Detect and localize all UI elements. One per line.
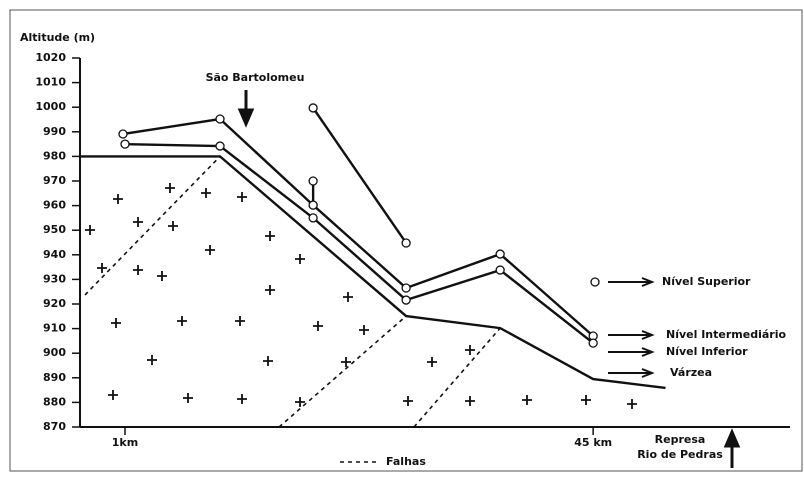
- point: [215, 141, 225, 151]
- rock-symbol: [295, 254, 305, 264]
- annotation: Represa: [655, 433, 706, 446]
- rock-symbol: [403, 396, 413, 406]
- arrow-up: [723, 428, 741, 468]
- y-axis-title: Altitude (m): [20, 31, 95, 44]
- point: [495, 249, 505, 259]
- rock-symbol: [465, 396, 475, 406]
- legend-swatch: [590, 277, 600, 287]
- rock-symbol: [427, 357, 437, 367]
- legend-label: Nível Inferior: [666, 345, 748, 358]
- series-line: [84, 155, 501, 428]
- rock-symbol: [201, 188, 211, 198]
- rock-symbol: [627, 399, 637, 409]
- series-line: [122, 117, 594, 337]
- rock-symbol: [177, 316, 187, 326]
- legend-label: Falhas: [386, 455, 426, 468]
- rock-symbol: [235, 316, 245, 326]
- legend-arrow: [608, 368, 655, 378]
- rock-symbol: [157, 271, 167, 281]
- rock-symbol: [343, 292, 353, 302]
- rock-symbol: [265, 231, 275, 241]
- rock-symbol: [108, 390, 118, 400]
- y-tick-label: 880: [43, 395, 66, 408]
- arrow-down: [237, 90, 255, 128]
- y-tick-label: 1010: [35, 76, 66, 89]
- y-tick-label: 1020: [35, 51, 66, 64]
- rock-symbol: [133, 217, 143, 227]
- y-tick-label: 970: [43, 174, 66, 187]
- annotation: São Bartolomeu: [206, 71, 305, 84]
- rock-symbol: [359, 325, 369, 335]
- rock-symbol: [85, 225, 95, 235]
- legend-label: Várzea: [670, 366, 712, 379]
- rock-symbol: [581, 395, 591, 405]
- rock-symbol: [465, 345, 475, 355]
- legend-arrow: [608, 277, 655, 287]
- y-tick-label: 950: [43, 223, 66, 236]
- rock-symbol: [237, 394, 247, 404]
- legend-arrow: [608, 330, 655, 340]
- y-tick-label: 910: [43, 322, 66, 335]
- series-line: [80, 155, 666, 390]
- rock-symbol: [165, 183, 175, 193]
- legend-label: Nível Superior: [662, 275, 751, 288]
- point: [495, 265, 505, 275]
- series-line: [124, 142, 594, 345]
- rock-symbol: [111, 318, 121, 328]
- rock-symbol: [237, 192, 247, 202]
- y-tick-label: 890: [43, 371, 66, 384]
- y-tick-label: 960: [43, 199, 66, 212]
- y-tick-label: 1000: [35, 100, 66, 113]
- legend-label: Nível Intermediário: [666, 328, 786, 341]
- rock-symbol: [263, 356, 273, 366]
- rock-symbol: [97, 263, 107, 273]
- point: [308, 103, 318, 113]
- point: [215, 114, 225, 124]
- point: [588, 338, 598, 348]
- series-line: [311, 107, 408, 244]
- rock-symbol: [205, 245, 215, 255]
- point: [401, 295, 411, 305]
- y-tick-label: 900: [43, 346, 66, 359]
- rock-symbol: [147, 355, 157, 365]
- rock-symbol: [295, 397, 305, 407]
- legend-arrow: [608, 347, 655, 357]
- rock-symbol: [183, 393, 193, 403]
- point: [308, 176, 318, 186]
- point: [401, 283, 411, 293]
- rock-symbol: [313, 321, 323, 331]
- y-tick-label: 920: [43, 297, 66, 310]
- point: [308, 213, 318, 223]
- y-tick-label: 940: [43, 248, 66, 261]
- rock-symbol: [133, 265, 143, 275]
- y-tick-label: 980: [43, 149, 66, 162]
- y-tick-label: 870: [43, 420, 66, 433]
- point: [118, 129, 128, 139]
- point: [401, 238, 411, 248]
- y-tick-label: 930: [43, 272, 66, 285]
- rock-symbol: [168, 221, 178, 231]
- y-tick-label: 990: [43, 125, 66, 138]
- point: [120, 139, 130, 149]
- rock-symbol: [522, 395, 532, 405]
- point: [308, 200, 318, 210]
- rock-symbol: [265, 285, 275, 295]
- rock-symbol: [113, 194, 123, 204]
- x-tick-label: 45 km: [574, 436, 612, 449]
- x-tick-label: 1km: [112, 436, 138, 449]
- frame: [9, 9, 803, 472]
- annotation: Rio de Pedras: [637, 448, 723, 461]
- rock-symbol: [341, 357, 351, 367]
